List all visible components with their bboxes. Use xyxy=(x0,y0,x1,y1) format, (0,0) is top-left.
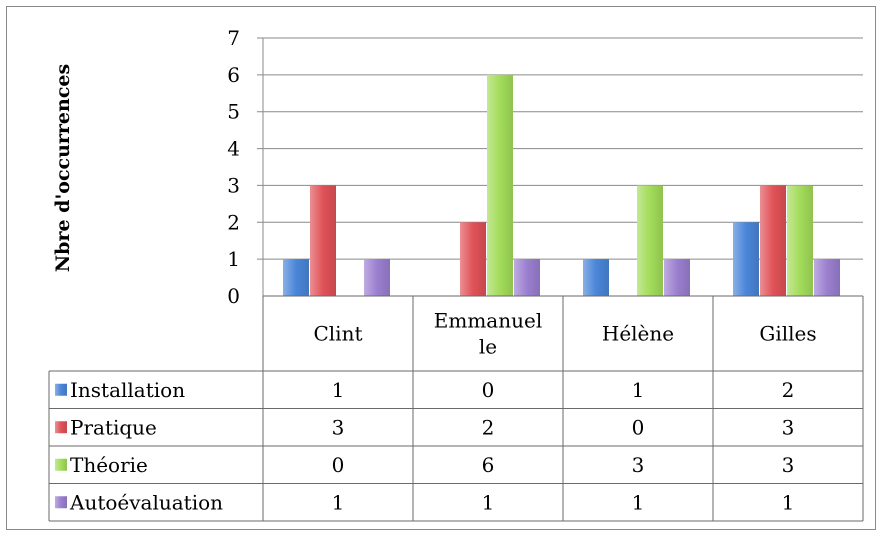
chart-frame xyxy=(6,6,876,530)
bar xyxy=(460,222,486,296)
bar xyxy=(787,185,813,296)
table-value: 0 xyxy=(632,415,645,439)
bar xyxy=(637,185,663,296)
y-axis-label: Nbre d'occurrences xyxy=(52,64,74,272)
table-value: 6 xyxy=(482,453,495,477)
y-tick-label: 7 xyxy=(227,26,240,50)
series-label: Théorie xyxy=(70,453,148,477)
bar xyxy=(814,259,840,296)
y-tick-label: 4 xyxy=(227,137,240,161)
y-tick-label: 2 xyxy=(227,210,240,234)
bar-layer xyxy=(283,74,840,296)
y-tick-label: 3 xyxy=(227,173,240,197)
bar xyxy=(364,259,390,296)
category-label: Emmanuel xyxy=(434,309,542,333)
bar xyxy=(583,259,609,296)
bar xyxy=(733,222,759,296)
legend-swatch xyxy=(55,458,67,471)
table-value: 1 xyxy=(332,490,345,514)
table-value: 1 xyxy=(632,490,645,514)
bar xyxy=(760,185,786,296)
table-value: 1 xyxy=(332,378,345,402)
category-label: Hélène xyxy=(602,322,674,346)
table-value: 1 xyxy=(782,490,795,514)
table-value: 3 xyxy=(332,415,345,439)
series-label: Pratique xyxy=(70,415,157,439)
table-value: 0 xyxy=(482,378,495,402)
bar xyxy=(283,259,309,296)
bar xyxy=(664,259,690,296)
table-value: 1 xyxy=(632,378,645,402)
category-label: le xyxy=(479,335,497,359)
legend-swatch xyxy=(55,496,67,509)
table-value: 3 xyxy=(632,453,645,477)
y-tick-labels: 0 1 2 3 4 5 6 7 xyxy=(227,26,240,308)
legend-swatch xyxy=(55,383,67,396)
series-label: Installation xyxy=(70,378,185,402)
y-tick-label: 5 xyxy=(227,100,240,124)
category-label: Gilles xyxy=(759,322,816,346)
bar xyxy=(514,259,540,296)
legend-swatch xyxy=(55,421,67,434)
table-value: 2 xyxy=(482,415,495,439)
category-label: Clint xyxy=(313,322,362,346)
y-tick-label: 0 xyxy=(227,284,240,308)
table-value: 1 xyxy=(482,490,495,514)
table-value: 0 xyxy=(332,453,345,477)
bar xyxy=(310,185,336,296)
table-value: 3 xyxy=(782,453,795,477)
y-tick-label: 1 xyxy=(227,247,240,271)
bar xyxy=(487,74,513,296)
table-value: 3 xyxy=(782,415,795,439)
table-value: 2 xyxy=(782,378,795,402)
y-tick-label: 6 xyxy=(227,63,240,87)
series-label: Autoévaluation xyxy=(69,490,223,514)
